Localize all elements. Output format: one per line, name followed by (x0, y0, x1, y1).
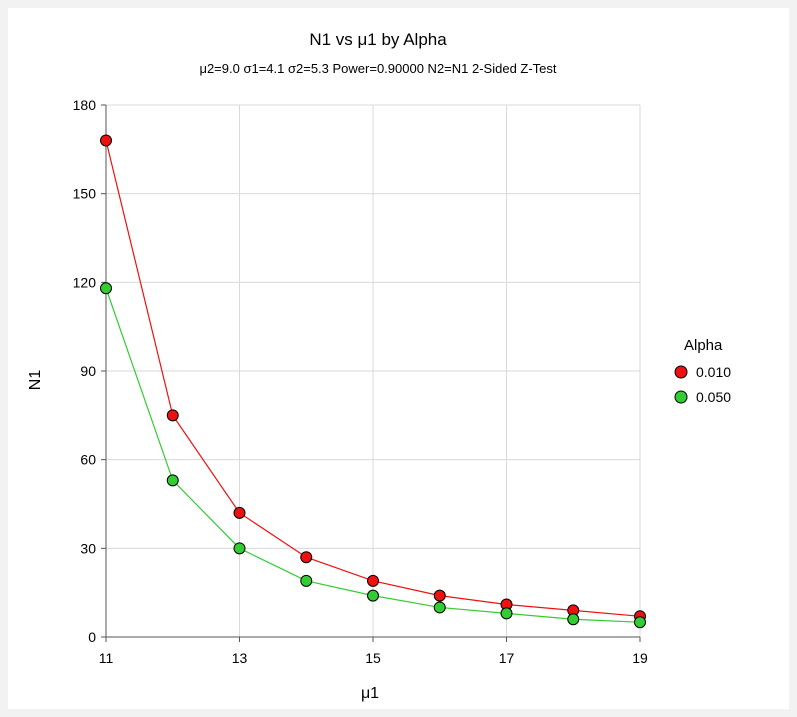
data-point (367, 574, 379, 587)
data-point (233, 506, 246, 519)
chart-title: N1 vs μ1 by Alpha (309, 30, 447, 49)
y-axis-title: N1 (27, 370, 44, 391)
y-tick-label: 90 (80, 363, 96, 379)
data-point (300, 551, 313, 564)
data-point (567, 613, 580, 626)
x-tick-label: 11 (99, 650, 114, 666)
x-tick-label: 13 (232, 650, 248, 666)
x-tick-label: 15 (365, 650, 381, 666)
y-tick-label: 150 (73, 186, 97, 202)
legend-marker (674, 365, 688, 379)
data-point (433, 601, 446, 614)
y-tick-label: 60 (80, 452, 96, 468)
data-point (300, 574, 313, 587)
y-tick-label: 30 (80, 540, 96, 556)
grid-lines (106, 104, 641, 637)
chart-subtitle: μ2=9.0 σ1=4.1 σ2=5.3 Power=0.90000 N2=N1… (199, 61, 556, 76)
data-point (367, 589, 379, 602)
data-point (166, 474, 179, 487)
legend: Alpha 0.010 0.050 (674, 337, 731, 405)
y-tick-labels: 0 30 60 90 120 150 180 (73, 97, 97, 645)
axes (101, 104, 641, 642)
series-0.050 (100, 282, 646, 629)
data-point (100, 134, 112, 147)
x-tick-label: 19 (632, 650, 648, 666)
chart-panel: N1 vs μ1 by Alpha μ2=9.0 σ1=4.1 σ2=5.3 P… (8, 8, 789, 709)
data-point (100, 282, 112, 295)
data-point (233, 542, 246, 555)
y-tick-label: 0 (88, 629, 96, 645)
x-axis-title: μ1 (361, 685, 379, 702)
y-tick-label: 120 (73, 274, 97, 290)
legend-title: Alpha (684, 337, 723, 354)
data-point (433, 589, 446, 602)
legend-marker (674, 390, 688, 404)
data-point (500, 607, 513, 620)
x-tick-labels: 11 13 15 17 19 (99, 650, 648, 666)
data-point (634, 616, 646, 629)
data-point (166, 409, 179, 422)
legend-label: 0.010 (696, 364, 731, 380)
legend-label: 0.050 (696, 389, 731, 405)
line-chart: N1 vs μ1 by Alpha μ2=9.0 σ1=4.1 σ2=5.3 P… (27, 30, 731, 702)
series-group (100, 134, 646, 629)
y-tick-label: 180 (73, 97, 97, 113)
x-tick-label: 17 (499, 650, 515, 666)
